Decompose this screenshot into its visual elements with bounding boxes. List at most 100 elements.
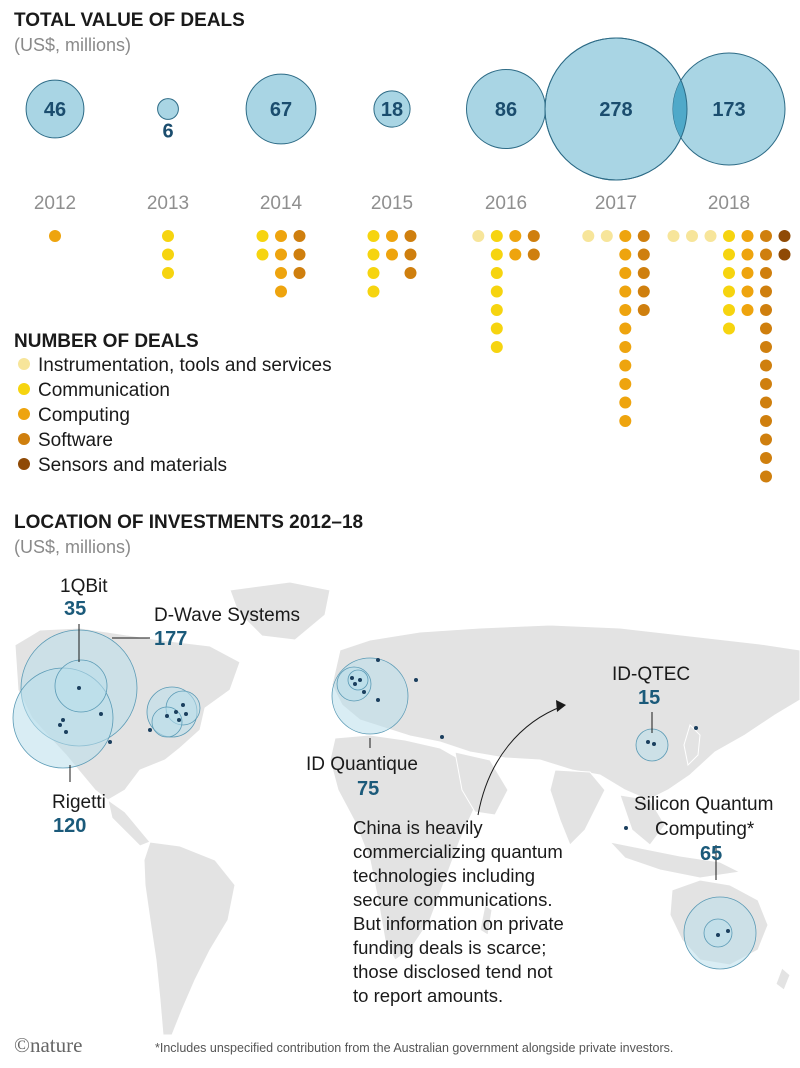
- map-point-21: [652, 742, 656, 746]
- deal-dot-2018-software: [760, 396, 772, 409]
- deal-dot-2016-communication: [490, 230, 503, 242]
- deal-dot-2014-software: [293, 267, 306, 279]
- deal-dot-2017-software: [637, 304, 650, 316]
- map-bubble-idqtec: [635, 728, 669, 762]
- value-title: TOTAL VALUE OF DEALS: [14, 10, 245, 31]
- label-sqc-value: 65: [700, 843, 722, 865]
- bubble-outline-2017: [544, 37, 688, 181]
- deal-dot-2018-software: [760, 285, 772, 298]
- value-label-2014: 67: [270, 99, 292, 121]
- deal-dots: [49, 230, 791, 483]
- year-label-2017: 2017: [595, 193, 637, 214]
- map-bubble-1qbit: [54, 659, 108, 713]
- value-bubble-2015: [373, 90, 411, 128]
- deal-dot-2018-software: [760, 433, 772, 446]
- deal-dot-2016-communication: [490, 285, 503, 298]
- value-bubbles: 46 6 67 18 86 278 173: [25, 37, 786, 181]
- year-labels: 2012 2013 2014 2015 2016 2017 2018: [34, 193, 750, 214]
- land-japan: [683, 724, 701, 767]
- map-bubbles: [12, 629, 757, 970]
- deal-dot-2018-communication: [723, 285, 735, 298]
- deal-dot-2016-communication: [490, 341, 503, 353]
- map-point-4: [99, 712, 103, 716]
- deal-dot-2018-instrumentation,: [686, 230, 698, 242]
- map-point-10: [177, 718, 181, 722]
- land-arabia: [454, 751, 509, 816]
- footnote: *Includes unspecified contribution from …: [155, 1041, 673, 1055]
- deal-dot-2018-software: [760, 359, 772, 372]
- deal-dot-2015-communication: [367, 248, 380, 261]
- deal-dot-2018-communication: [723, 322, 735, 335]
- deal-dot-2017-computing: [619, 322, 632, 335]
- legend-label-2: Computing: [38, 405, 130, 426]
- annotation-line-6: funding deals is scarce;: [353, 937, 546, 958]
- deal-dot-2015-communication: [367, 267, 380, 279]
- label-rigetti-value: 120: [53, 815, 86, 837]
- deal-dot-2017-computing: [619, 230, 632, 242]
- deals-legend: Instrumentation, tools and services Commu…: [18, 355, 332, 476]
- label-dwave-value: 177: [154, 628, 187, 650]
- map-point-8: [174, 710, 178, 714]
- map-point-13: [350, 676, 354, 680]
- map-point-5: [108, 740, 112, 744]
- value-label-2018: 173: [712, 99, 745, 121]
- deal-dot-2018-computing: [741, 285, 754, 298]
- value-label-2017: 278: [599, 99, 632, 121]
- deal-dot-2012-computing: [49, 230, 61, 242]
- map-bubble-us-east-3: [151, 706, 183, 738]
- label-idqtec-name: ID-QTEC: [612, 664, 690, 685]
- label-1qbit-value: 35: [64, 598, 86, 620]
- annotation-line-8: to report amounts.: [353, 985, 503, 1006]
- value-label-2015: 18: [381, 99, 403, 121]
- year-label-2015: 2015: [371, 193, 413, 214]
- deal-dot-2018-computing: [741, 304, 754, 316]
- deal-dot-2016-communication: [490, 304, 503, 316]
- land-new-zealand: [775, 967, 791, 991]
- land-southeast-asia: [619, 794, 666, 846]
- map-point-7: [165, 714, 169, 718]
- deal-dot-2017-software: [637, 267, 650, 279]
- china-annotation: China is heavily commercializing quantum…: [353, 817, 569, 1006]
- deal-dot-2016-computing: [509, 230, 522, 242]
- deal-dot-2013-communication: [162, 230, 174, 242]
- deal-dot-2014-computing: [275, 267, 287, 279]
- deal-dot-2013-communication: [162, 248, 174, 261]
- annotation-line-4: secure communications.: [353, 889, 552, 910]
- deal-dot-2015-computing: [386, 248, 398, 261]
- land-madagascar: [479, 904, 493, 936]
- deal-dot-2018-software: [760, 378, 772, 390]
- deal-dot-2018-software: [760, 267, 772, 279]
- land-europe-asia: [331, 624, 800, 801]
- annotation-line-5: But information on private: [353, 913, 564, 934]
- deal-dot-2017-software: [637, 230, 650, 242]
- label-idquantique-name: ID Quantique: [306, 754, 418, 775]
- year-label-2014: 2014: [260, 193, 303, 214]
- map-title: LOCATION OF INVESTMENTS 2012–18: [14, 512, 363, 533]
- legend-label-3: Software: [38, 430, 113, 451]
- deal-dot-2018-communication: [723, 267, 735, 279]
- map-point-22: [694, 726, 698, 730]
- deal-dot-2013-communication: [162, 267, 174, 279]
- deal-dot-2017-computing: [619, 378, 632, 390]
- deal-dot-2018-software: [760, 248, 772, 261]
- map-point-23: [624, 826, 628, 830]
- deal-dot-2017-computing: [619, 341, 632, 353]
- map-point-18: [376, 658, 380, 662]
- year-label-2012: 2012: [34, 193, 76, 214]
- map-subtitle: (US$, millions): [14, 537, 131, 557]
- year-label-2016: 2016: [485, 193, 527, 214]
- map-point-3: [58, 723, 62, 727]
- deal-dot-2017-computing: [619, 415, 632, 427]
- annotation-line-7: those disclosed tend not: [353, 961, 553, 982]
- land-indonesia: [608, 841, 742, 879]
- label-dwave-name: D-Wave Systems: [154, 605, 300, 626]
- map-point-14: [358, 678, 362, 682]
- deal-dot-2017-computing: [619, 285, 632, 298]
- map-point-20: [646, 740, 650, 744]
- deal-dot-2018-communication: [723, 248, 735, 261]
- legend-swatch-4: [18, 458, 30, 470]
- deal-dot-2017-software: [637, 285, 650, 298]
- annotation-arrow: [477, 705, 564, 816]
- deal-dot-2018-communication: [723, 304, 735, 316]
